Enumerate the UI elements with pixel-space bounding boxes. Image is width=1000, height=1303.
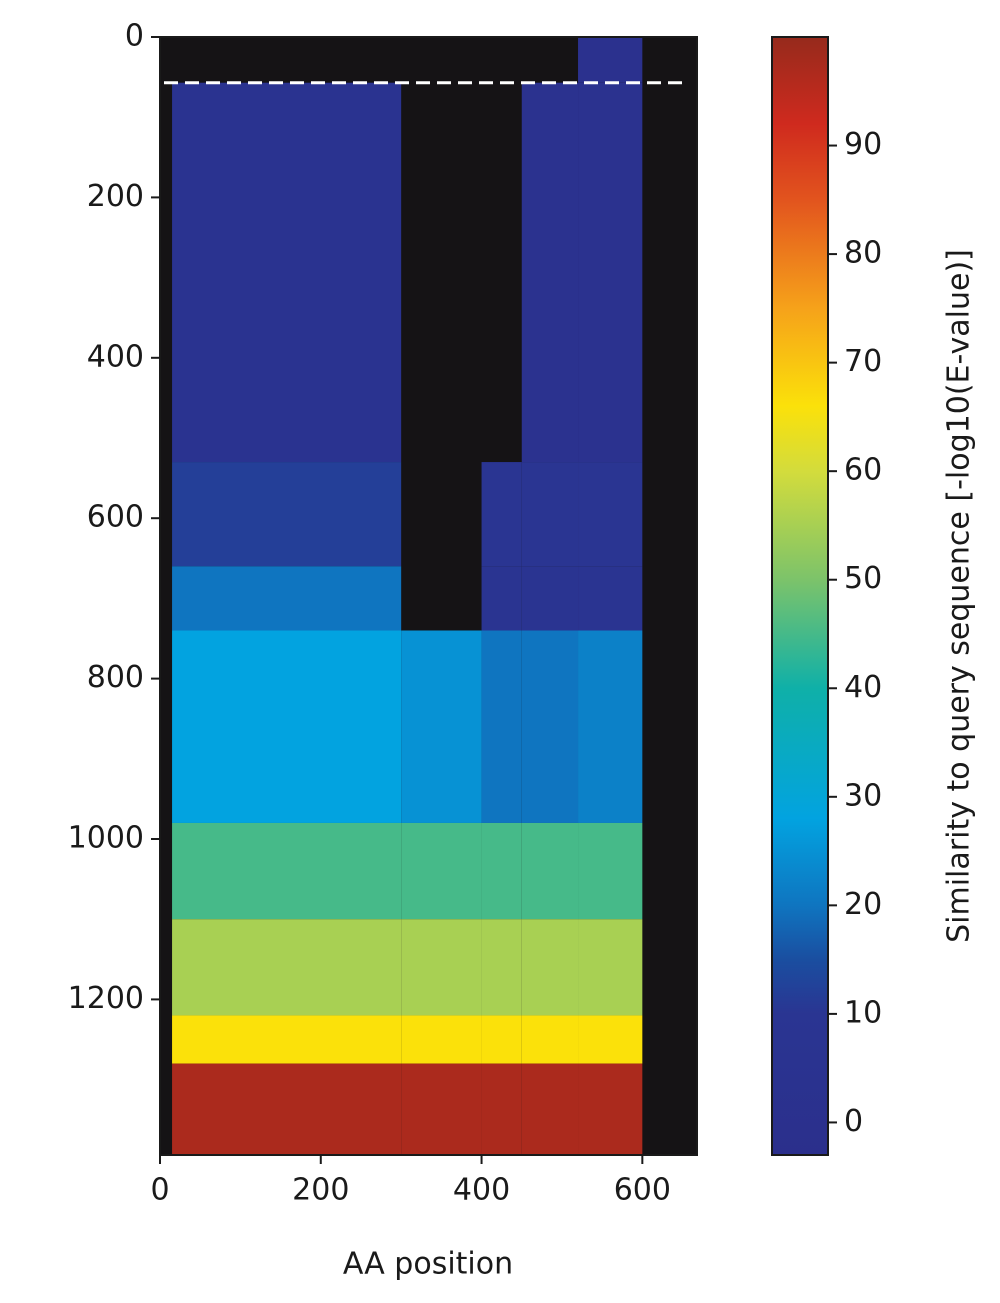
colorbar-label: Similarity to query sequence [-log10(E-v… <box>942 249 977 943</box>
heatmap-cell <box>481 462 522 567</box>
heatmap-cell <box>578 462 643 567</box>
colorbar-tick-label: 20 <box>844 887 882 922</box>
heatmap-cell <box>521 919 579 1016</box>
colorbar-tick-label: 50 <box>844 561 882 596</box>
plot-frame <box>159 36 698 1156</box>
heatmap-cell <box>172 82 402 463</box>
colorbar-tick-label: 30 <box>844 778 882 813</box>
heatmap-cell <box>481 1063 522 1155</box>
y-tick-label: 0 <box>125 19 144 54</box>
colorbar-tick-label: 90 <box>844 127 882 162</box>
heatmap-cell <box>521 82 579 463</box>
heatmap-cell <box>401 822 482 920</box>
y-tick-label: 800 <box>87 660 144 695</box>
y-tick-label: 1200 <box>68 981 144 1016</box>
colorbar-tick-label: 80 <box>844 236 882 271</box>
x-tick-label: 0 <box>150 1173 169 1208</box>
heatmap-cell <box>578 919 643 1016</box>
heatmap-cell <box>172 919 402 1016</box>
heatmap-cell <box>401 1015 482 1064</box>
heatmap-cell <box>481 1015 522 1064</box>
heatmap-cell <box>172 1015 402 1064</box>
heatmap-cell <box>521 566 579 631</box>
heatmap-cell <box>172 630 402 823</box>
heatmap-cell <box>578 566 643 631</box>
heatmap-cell <box>578 37 643 83</box>
colorbar-tick-label: 60 <box>844 453 882 488</box>
colorbar <box>771 36 829 1156</box>
heatmap-cell <box>172 566 402 631</box>
heatmap-cell <box>481 919 522 1016</box>
heatmap-cell <box>481 630 522 823</box>
y-tick-label: 200 <box>87 179 144 214</box>
heatmap-cell <box>578 822 643 920</box>
heatmap-cell <box>172 822 402 920</box>
heatmap-cell <box>401 630 482 823</box>
x-tick-label: 400 <box>453 1173 510 1208</box>
colorbar-tick-label: 70 <box>844 344 882 379</box>
heatmap-cell <box>578 630 643 823</box>
heatmap-cell <box>578 82 643 463</box>
heatmap-cell <box>521 1063 579 1155</box>
colorbar-tick-label: 10 <box>844 995 882 1030</box>
heatmap-cell <box>578 1063 643 1155</box>
heatmap-cell <box>481 822 522 920</box>
heatmap-cell <box>521 822 579 920</box>
heatmap-cell <box>521 1015 579 1064</box>
heatmap-cell <box>401 1063 482 1155</box>
heatmap-cell <box>401 919 482 1016</box>
x-tick-label: 600 <box>614 1173 671 1208</box>
y-tick-label: 1000 <box>68 821 144 856</box>
heatmap-cell <box>521 630 579 823</box>
heatmap-cell <box>172 462 402 567</box>
heatmap-cell <box>172 1063 402 1155</box>
colorbar-tick-label: 0 <box>844 1104 863 1139</box>
x-tick-label: 200 <box>292 1173 349 1208</box>
colorbar-tick-label: 40 <box>844 670 882 705</box>
x-axis-label: AA position <box>343 1247 513 1282</box>
heatmap-cell <box>521 462 579 567</box>
y-tick-label: 600 <box>87 500 144 535</box>
heatmap-cell <box>481 566 522 631</box>
y-tick-label: 400 <box>87 339 144 374</box>
heatmap-cell <box>578 1015 643 1064</box>
